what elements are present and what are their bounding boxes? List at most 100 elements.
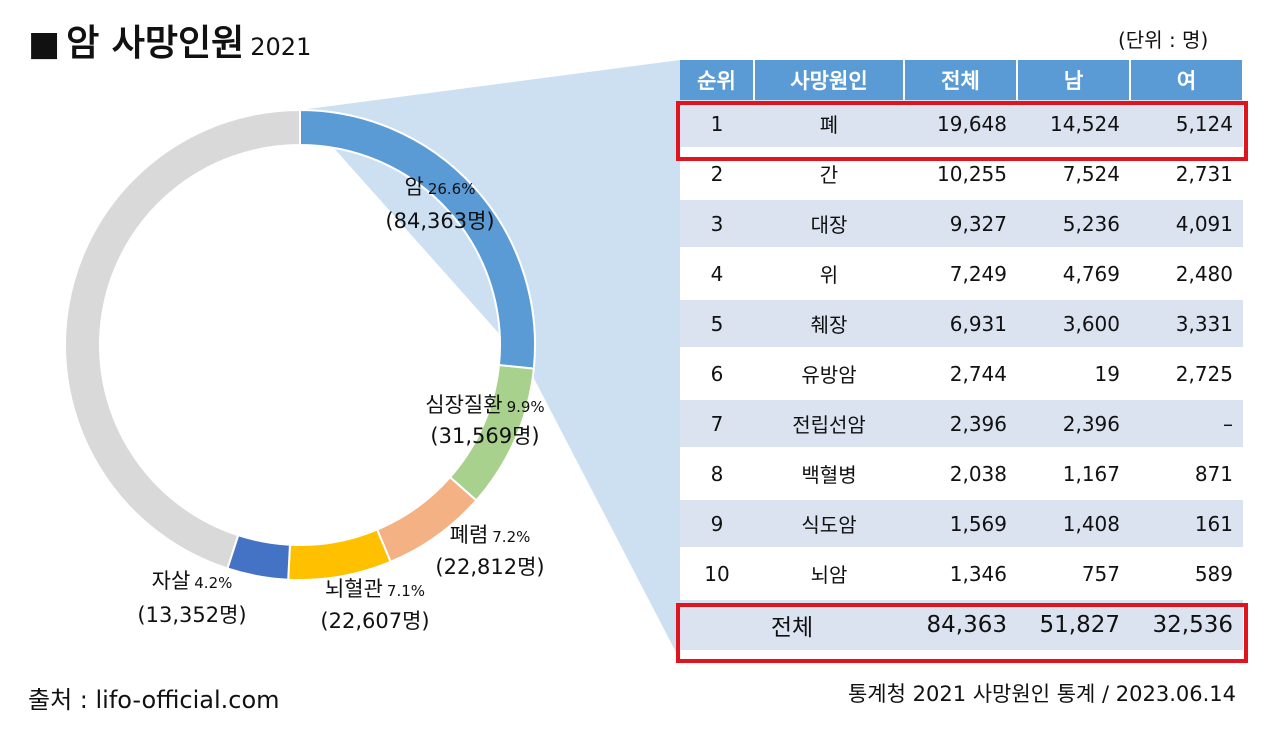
donut-slice-뇌혈관 [287, 528, 392, 581]
slice-percent: 9.9% [507, 398, 545, 416]
male-cell: 19 [1017, 348, 1130, 400]
slice-value: (22,607명) [320, 609, 429, 633]
total-cell: 6,931 [904, 298, 1017, 350]
donut-labels: 암 26.6% (84,363명) 심장질환 9.9% (31,569명) 폐렴 7.2% (2… [137, 175, 544, 633]
total-label-cell: 전체 [680, 598, 904, 653]
cause-cell: 위 [754, 248, 904, 300]
total-cell: 2,396 [904, 398, 1017, 450]
female-cell: 2,480 [1130, 248, 1243, 300]
total-all-cell: 84,363 [904, 598, 1017, 653]
table-row: 9 식도암 1,569 1,408 161 [680, 498, 1243, 550]
slice-value: (31,569명) [430, 424, 539, 448]
cause-cell: 췌장 [754, 298, 904, 350]
slice-name: 자살 [152, 569, 191, 593]
rank-cell: 9 [680, 498, 754, 550]
donut-slice-other [64, 108, 301, 570]
cause-cell: 전립선암 [754, 398, 904, 450]
male-cell: 2,396 [1017, 398, 1130, 450]
male-cell: 757 [1017, 548, 1130, 600]
zoom-connector [300, 60, 680, 660]
table-row: 5 췌장 6,931 3,600 3,331 [680, 298, 1243, 350]
rank-cell: 1 [680, 100, 754, 150]
source-credit: 출처 : lifo-official.com [28, 686, 280, 714]
male-cell: 3,600 [1017, 298, 1130, 350]
male-cell: 5,236 [1017, 198, 1130, 250]
unit-label: (단위 : 명) [1118, 28, 1209, 52]
table-total-row: 전체 84,363 51,827 32,536 [680, 598, 1243, 653]
female-cell: 161 [1130, 498, 1243, 550]
slice-label: 심장질환 9.9% [425, 393, 544, 417]
rank-cell: 3 [680, 198, 754, 250]
rank-cell: 7 [680, 398, 754, 450]
slice-percent: 7.1% [387, 582, 425, 600]
page-title: ■ 암 사망인원 2021 [28, 14, 311, 66]
slice-name: 폐렴 [450, 523, 489, 547]
slice-name: 심장질환 [425, 393, 502, 417]
slice-value: (22,812명) [435, 555, 544, 579]
title-text: 암 사망인원 [66, 23, 245, 64]
total-cell: 1,346 [904, 548, 1017, 600]
female-cell: 5,124 [1130, 100, 1243, 150]
male-cell: 1,408 [1017, 498, 1130, 550]
table-row: 7 전립선암 2,396 2,396 – [680, 398, 1243, 450]
cancer-death-table: 순위 사망원인 전체 남 여 1 폐 19,648 14,524 5,124 2… [680, 60, 1244, 653]
slice-percent: 4.2% [194, 574, 232, 592]
male-cell: 4,769 [1017, 248, 1130, 300]
donut-slice-폐렴 [375, 475, 478, 564]
table-header-row: 순위 사망원인 전체 남 여 [680, 60, 1244, 100]
rank-cell: 6 [680, 348, 754, 400]
rank-cell: 10 [680, 548, 754, 600]
cause-cell: 대장 [754, 198, 904, 250]
slice-percent: 26.6% [428, 180, 476, 198]
header-total: 전체 [904, 60, 1018, 100]
table-row: 4 위 7,249 4,769 2,480 [680, 248, 1243, 300]
total-female-cell: 32,536 [1130, 598, 1243, 653]
slice-value: (13,352명) [137, 603, 246, 627]
title-marker: ■ [28, 24, 61, 64]
total-cell: 10,255 [904, 148, 1017, 200]
slice-name: 뇌혈관 [325, 577, 383, 601]
total-cell: 1,569 [904, 498, 1017, 550]
total-cell: 7,249 [904, 248, 1017, 300]
female-cell: 2,731 [1130, 148, 1243, 200]
table-row: 8 백혈병 2,038 1,167 871 [680, 448, 1243, 500]
cause-cell: 폐 [754, 100, 904, 150]
rank-cell: 4 [680, 248, 754, 300]
total-cell: 2,038 [904, 448, 1017, 500]
slice-name: 암 [405, 175, 424, 199]
rank-cell: 5 [680, 298, 754, 350]
female-cell: 589 [1130, 548, 1243, 600]
slice-label: 폐렴 7.2% [450, 523, 531, 547]
female-cell: 2,725 [1130, 348, 1243, 400]
female-cell: 871 [1130, 448, 1243, 500]
slice-percent: 7.2% [492, 528, 530, 546]
table-row: 10 뇌암 1,346 757 589 [680, 548, 1243, 600]
donut-slices [64, 108, 536, 581]
slice-value: (84,363명) [385, 209, 494, 233]
female-cell: – [1130, 398, 1243, 450]
rank-cell: 8 [680, 448, 754, 500]
total-cell: 19,648 [904, 100, 1017, 150]
male-cell: 14,524 [1017, 100, 1130, 150]
header-male: 남 [1017, 60, 1131, 100]
header-rank: 순위 [680, 60, 755, 100]
stats-footnote: 통계청 2021 사망원인 통계 / 2023.06.14 [847, 682, 1236, 706]
cause-cell: 백혈병 [754, 448, 904, 500]
table-row: 1 폐 19,648 14,524 5,124 [680, 100, 1243, 150]
cause-cell: 유방암 [754, 348, 904, 400]
female-cell: 4,091 [1130, 198, 1243, 250]
title-year: 2021 [250, 33, 312, 61]
male-cell: 7,524 [1017, 148, 1130, 200]
cause-cell: 식도암 [754, 498, 904, 550]
total-cell: 2,744 [904, 348, 1017, 400]
total-cell: 9,327 [904, 198, 1017, 250]
total-male-cell: 51,827 [1017, 598, 1130, 653]
header-cause: 사망원인 [754, 60, 905, 100]
male-cell: 1,167 [1017, 448, 1130, 500]
cause-cell: 뇌암 [754, 548, 904, 600]
female-cell: 3,331 [1130, 298, 1243, 350]
cause-cell: 간 [754, 148, 904, 200]
table-row: 2 간 10,255 7,524 2,731 [680, 148, 1243, 200]
slice-label: 암 26.6% [405, 175, 476, 199]
